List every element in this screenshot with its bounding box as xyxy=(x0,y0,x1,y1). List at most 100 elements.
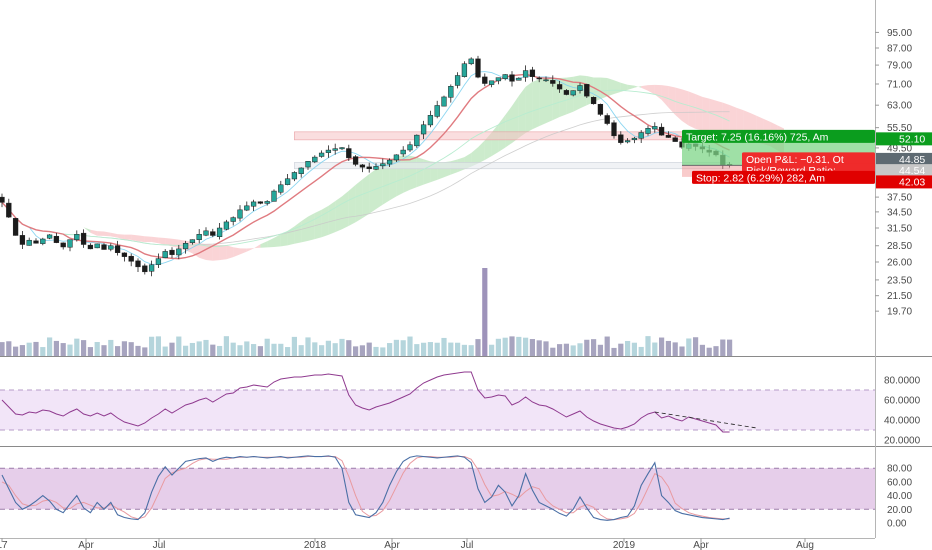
price-pane[interactable]: Target: 7.25 (16.16%) 725, Am Open P&L: −… xyxy=(0,55,875,356)
candlestick[interactable] xyxy=(318,150,325,158)
candlestick[interactable] xyxy=(305,161,311,170)
candlestick[interactable] xyxy=(393,154,400,163)
candlestick[interactable] xyxy=(441,95,447,107)
candlestick[interactable] xyxy=(509,71,515,87)
candlestick[interactable] xyxy=(114,240,121,256)
candlestick[interactable] xyxy=(142,263,148,275)
candlestick[interactable] xyxy=(468,57,474,66)
candlestick[interactable] xyxy=(427,110,434,128)
candlestick[interactable] xyxy=(604,113,610,126)
stochastic-pane[interactable]: 80.00 60.00 40.00 20.00 0.00 xyxy=(0,455,912,530)
candlestick[interactable] xyxy=(162,249,168,259)
candlestick[interactable] xyxy=(495,77,502,85)
candlestick[interactable] xyxy=(87,243,94,250)
candlestick[interactable] xyxy=(244,201,250,212)
candlestick[interactable] xyxy=(461,61,468,78)
candlestick[interactable] xyxy=(298,167,304,178)
candlestick[interactable] xyxy=(80,229,87,248)
candlestick[interactable] xyxy=(352,155,359,167)
candlestick[interactable] xyxy=(169,247,175,259)
price-axis[interactable]: 95.00 87.00 79.00 71.00 63.00 55.50 49.50 37.50… xyxy=(875,28,912,318)
candlestick[interactable] xyxy=(516,77,522,81)
candlestick[interactable] xyxy=(543,76,549,82)
candlestick[interactable] xyxy=(128,253,134,267)
candlestick[interactable] xyxy=(203,227,209,237)
candlestick[interactable] xyxy=(380,158,386,170)
candlestick[interactable] xyxy=(529,66,536,82)
long-position-tool[interactable]: Target: 7.25 (16.16%) 725, Am Open P&L: −… xyxy=(682,129,875,185)
candlestick[interactable] xyxy=(638,130,644,144)
candlestick[interactable] xyxy=(652,122,658,133)
rsi-trendline[interactable] xyxy=(654,411,757,429)
candlestick[interactable] xyxy=(373,163,379,171)
candlestick[interactable] xyxy=(448,84,454,103)
candlestick[interactable] xyxy=(434,100,440,119)
candlestick[interactable] xyxy=(264,200,270,206)
candlestick[interactable] xyxy=(488,80,495,88)
candlestick[interactable] xyxy=(631,136,638,144)
candlestick[interactable] xyxy=(570,90,576,97)
candlestick[interactable] xyxy=(196,229,202,244)
candlestick[interactable] xyxy=(624,138,631,144)
candlestick[interactable] xyxy=(250,199,257,212)
candlestick[interactable] xyxy=(155,253,162,269)
candlestick[interactable] xyxy=(325,145,332,158)
candlestick[interactable] xyxy=(216,222,223,240)
candlestick[interactable] xyxy=(584,83,590,99)
candlestick[interactable] xyxy=(12,217,19,236)
candlestick[interactable] xyxy=(278,180,284,195)
time-axis[interactable]: 17 Apr Jul 2018 Apr Jul 2019 Apr Aug xyxy=(0,538,814,550)
candlestick[interactable] xyxy=(414,134,420,148)
candlestick[interactable] xyxy=(475,55,481,79)
candlestick[interactable] xyxy=(0,193,5,208)
candlestick[interactable] xyxy=(74,230,80,242)
candlestick[interactable] xyxy=(94,243,100,249)
candlestick[interactable] xyxy=(26,237,32,246)
candlestick[interactable] xyxy=(46,234,53,240)
candlestick[interactable] xyxy=(522,65,529,82)
candlestick[interactable] xyxy=(556,80,563,93)
candlestick[interactable] xyxy=(148,260,155,277)
candlestick[interactable] xyxy=(101,243,107,250)
candlestick[interactable] xyxy=(611,120,617,139)
candlestick[interactable] xyxy=(618,131,624,145)
candlestick[interactable] xyxy=(237,205,243,222)
candlestick[interactable] xyxy=(135,258,141,273)
candlestick[interactable] xyxy=(284,174,291,186)
candlestick[interactable] xyxy=(550,75,556,87)
candlestick[interactable] xyxy=(645,125,651,136)
candlestick[interactable] xyxy=(536,76,542,83)
candlestick[interactable] xyxy=(291,171,298,182)
candlestick[interactable] xyxy=(108,243,114,252)
candlestick[interactable] xyxy=(400,146,406,157)
candlestick[interactable] xyxy=(407,141,413,153)
candlestick[interactable] xyxy=(210,228,216,238)
candlestick[interactable] xyxy=(6,198,12,218)
candlestick[interactable] xyxy=(271,189,277,202)
candlestick[interactable] xyxy=(339,147,345,150)
candlestick[interactable] xyxy=(176,244,182,260)
candlestick[interactable] xyxy=(563,89,570,96)
candlestick[interactable] xyxy=(332,143,338,155)
candlestick[interactable] xyxy=(60,242,66,250)
rsi-pane[interactable]: 80.0000 60.0000 40.0000 20.0000 xyxy=(0,371,921,447)
candlestick[interactable] xyxy=(359,164,366,173)
candlestick[interactable] xyxy=(597,103,604,117)
candlestick[interactable] xyxy=(590,96,597,105)
candlestick[interactable] xyxy=(67,239,73,252)
candlestick[interactable] xyxy=(121,252,128,262)
candlestick[interactable] xyxy=(386,158,393,168)
candlestick[interactable] xyxy=(19,231,26,250)
candlestick[interactable] xyxy=(223,219,230,231)
candlestick[interactable] xyxy=(312,155,318,164)
candlestick[interactable] xyxy=(257,201,264,205)
candlestick[interactable] xyxy=(182,240,189,254)
candlestick[interactable] xyxy=(502,74,508,81)
candlestick[interactable] xyxy=(665,131,672,138)
candlestick[interactable] xyxy=(658,123,665,136)
candlestick[interactable] xyxy=(577,82,583,94)
candlestick[interactable] xyxy=(230,216,236,226)
candlestick[interactable] xyxy=(346,144,352,162)
candlestick[interactable] xyxy=(40,237,46,246)
